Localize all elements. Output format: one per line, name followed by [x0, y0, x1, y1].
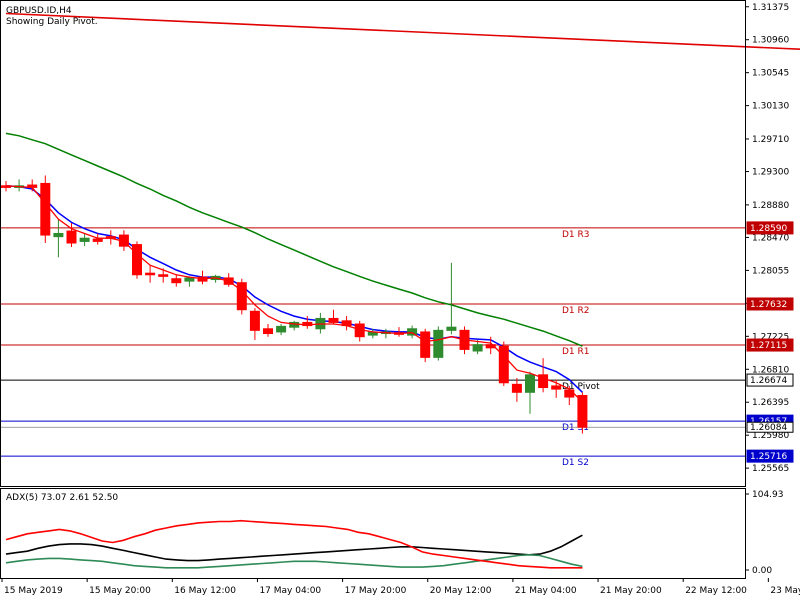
price-tick-label: 1.25980	[752, 431, 789, 441]
adx-pane-frame	[0, 488, 746, 579]
price-tick-label: 1.30130	[752, 102, 789, 112]
pivot-price-tag: 1.25716	[750, 452, 787, 462]
price-tick-label: 1.30545	[752, 69, 789, 79]
time-tick-label: 15 May 20:00	[89, 586, 151, 596]
candle-bearish	[236, 282, 247, 311]
pivot-price-tag: 1.27115	[750, 341, 787, 351]
candle-bearish	[158, 274, 169, 277]
time-tick-label: 22 May 12:00	[685, 586, 747, 596]
candle-bullish	[79, 237, 90, 242]
pivot-price-tag-box	[746, 449, 794, 463]
time-tick-label: 21 May 04:00	[515, 586, 577, 596]
pivot-label: D1 R3	[562, 230, 590, 240]
candle-bearish	[551, 385, 562, 390]
candle-bullish	[446, 326, 457, 331]
candle-bullish	[525, 374, 535, 393]
candle-bearish	[263, 328, 273, 335]
pivot-label: D1 R1	[562, 347, 590, 357]
price-tick-label: 1.29300	[752, 168, 789, 178]
adx-tick-label: 0.00	[752, 566, 772, 576]
candle-bearish	[498, 345, 509, 384]
candle-bearish	[145, 272, 156, 276]
price-tick-label: 1.25565	[752, 464, 789, 474]
adx-di-minus-line	[5, 519, 583, 569]
candle-bullish	[433, 329, 444, 358]
pivot-label: D1 S1	[562, 423, 589, 433]
adx-indicator-label: ADX(5) 73.07 2.61 52.50	[6, 493, 118, 503]
candle-bullish	[472, 344, 483, 352]
current-price-tag: 1.26084	[750, 423, 787, 433]
moving-average-slow	[5, 132, 583, 347]
time-tick-label: 23 May 04:00	[770, 586, 800, 596]
chart-title: GBPUSD.ID,H4	[6, 6, 72, 16]
candle-bearish	[564, 389, 575, 398]
candle-bearish	[66, 230, 77, 244]
pivot-label: D1 S2	[562, 458, 589, 468]
candle-bearish	[420, 331, 431, 358]
price-tick-label: 1.27225	[752, 332, 789, 342]
trendline	[5, 12, 800, 51]
adx-pane	[5, 519, 583, 569]
moving-average-mid	[5, 185, 583, 403]
time-tick-label: 17 May 20:00	[345, 586, 407, 596]
pivot-price-tag: 1.26674	[750, 376, 787, 386]
candle-bearish	[485, 344, 496, 349]
price-tick-label: 1.28055	[752, 266, 789, 276]
moving-average-fast	[5, 185, 583, 393]
candle-bearish	[511, 383, 522, 393]
candle-bullish	[184, 277, 195, 282]
chart-subtitle: Showing Daily Pivot.	[6, 17, 98, 27]
price-tick-label: 1.31375	[752, 3, 789, 13]
candle-bearish	[577, 394, 588, 428]
price-pane: D1 R3 D1 R2 D1 R1 D1 Pivot D1 S1 D1 S2	[0, 12, 800, 468]
candle-bearish	[249, 310, 260, 331]
price-tick-label: 1.28470	[752, 233, 789, 243]
adx-di-plus-line	[5, 553, 583, 569]
pivot-label: D1 Pivot	[562, 382, 600, 392]
candle-bearish	[40, 182, 51, 236]
price-tick-label: 1.28880	[752, 201, 789, 211]
candle-bullish	[276, 325, 287, 333]
pivot-price-tag-box	[746, 221, 794, 235]
price-pane-frame	[0, 0, 746, 487]
candle-bullish	[407, 328, 418, 336]
time-tick-label: 20 May 12:00	[430, 586, 492, 596]
candle-bearish	[538, 374, 549, 389]
pivot-price-tag-box	[746, 338, 794, 352]
candle-bearish	[328, 317, 339, 323]
time-tick-label: 16 May 12:00	[174, 586, 236, 596]
candle-bearish	[171, 278, 182, 284]
time-tick-label: 17 May 04:00	[259, 586, 321, 596]
candle-bearish	[92, 238, 103, 242]
pivot-price-tag: 1.27632	[750, 300, 787, 310]
price-tick-label: 1.26395	[752, 398, 789, 408]
pivot-price-tag-box	[746, 297, 794, 311]
time-tick-label: 21 May 20:00	[600, 586, 662, 596]
candle-bearish	[132, 244, 142, 276]
adx-main-line	[5, 534, 583, 562]
time-tick-label: 15 May 2019	[4, 586, 63, 596]
candle-bullish	[53, 232, 64, 238]
price-tick-label: 1.30960	[752, 36, 789, 46]
pivot-price-tag: 1.28590	[750, 224, 787, 234]
current-price-tag-box	[746, 421, 794, 433]
pivot-label: D1 R2	[562, 306, 590, 316]
price-tick-label: 1.29710	[752, 135, 789, 145]
pivot-price-tag-box	[746, 373, 794, 387]
adx-tick-label: 104.93	[752, 490, 784, 500]
price-tick-label: 1.26810	[752, 365, 789, 375]
